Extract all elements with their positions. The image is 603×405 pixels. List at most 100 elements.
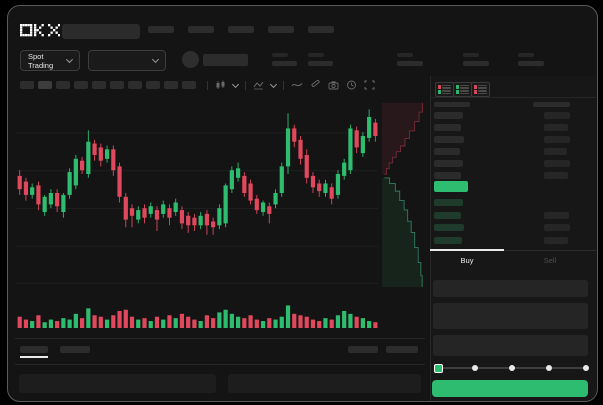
candle-body [148, 206, 153, 214]
timeframe-button[interactable] [56, 81, 70, 89]
candle-body [323, 183, 328, 193]
last-price-bar [434, 181, 468, 192]
timeframe-button[interactable] [20, 81, 34, 89]
amount-input[interactable] [433, 303, 588, 329]
depth-bids-area [382, 177, 423, 287]
market-type-dropdown[interactable]: Spot Trading [20, 50, 80, 71]
pair-selector-dropdown[interactable] [88, 50, 166, 71]
volume-bar [61, 318, 66, 328]
bottom-tab[interactable] [20, 346, 48, 353]
candle-body [373, 122, 378, 136]
volume-bar [323, 318, 328, 328]
timeframe-button[interactable] [146, 81, 160, 89]
volume-bar [36, 315, 41, 328]
chevron-down-icon [151, 55, 160, 64]
volume-bar [154, 316, 160, 328]
timeframe-button[interactable] [128, 81, 142, 89]
nav-item-placeholder[interactable] [308, 26, 334, 33]
slider-dot[interactable] [546, 365, 552, 371]
candle-body [17, 175, 22, 190]
camera-icon[interactable] [328, 80, 339, 90]
candle-body [136, 210, 141, 220]
orders-panel-placeholder[interactable] [19, 374, 216, 393]
bid-price-placeholder [434, 199, 463, 206]
nav-item-placeholder[interactable] [188, 26, 214, 33]
volume-bar [42, 322, 47, 328]
candle-body [242, 175, 247, 193]
volume-bar [67, 319, 72, 328]
nav-item-placeholder[interactable] [268, 26, 294, 33]
buy-submit-button[interactable] [432, 380, 588, 397]
app-window: Spot Trading [7, 5, 598, 402]
depth-chart [382, 102, 424, 287]
search-input[interactable] [62, 24, 140, 39]
candle-body [73, 158, 78, 186]
indicators-icon[interactable] [253, 80, 264, 90]
candle-body [198, 215, 203, 226]
total-input[interactable] [433, 335, 588, 356]
slider-handle[interactable] [434, 364, 443, 373]
timeframe-button[interactable] [164, 81, 178, 89]
timeframe-button[interactable] [110, 81, 124, 89]
volume-bar [267, 318, 272, 328]
candle-body [36, 185, 41, 205]
candle-style-icon[interactable] [215, 80, 226, 90]
bid-amount-placeholder [544, 224, 570, 232]
orderbook-combined-icon[interactable] [435, 82, 454, 97]
volume-bar [217, 312, 222, 328]
volume-bar [329, 319, 334, 328]
candle-body [329, 187, 334, 199]
ask-amount-placeholder [544, 172, 568, 179]
candle-body [260, 202, 266, 212]
slider-dot[interactable] [509, 365, 515, 371]
timeframe-button[interactable] [74, 81, 88, 89]
volume-bar [161, 319, 166, 328]
volume-bar [317, 321, 322, 328]
volume-bar [335, 315, 341, 328]
candle-body [86, 141, 91, 174]
tab-buy[interactable]: Buy [460, 256, 474, 265]
volume-chart[interactable] [15, 300, 378, 328]
candlestick-chart[interactable] [15, 96, 378, 290]
slider-dot[interactable] [583, 365, 589, 371]
bottom-tab[interactable] [60, 346, 90, 353]
orderbook-header-amount [533, 102, 570, 107]
stat-label-placeholder [463, 53, 479, 57]
volume-bar [17, 316, 22, 328]
timeframe-button[interactable] [92, 81, 106, 89]
history-panel-placeholder[interactable] [228, 374, 421, 393]
ask-price-placeholder [434, 124, 461, 131]
pencil-icon[interactable] [310, 80, 321, 90]
tab-sell[interactable]: Sell [543, 256, 557, 265]
fullscreen-icon[interactable] [364, 80, 375, 90]
nav-item-placeholder[interactable] [228, 26, 254, 33]
buy-tab-indicator [430, 249, 504, 251]
candle-body [360, 136, 365, 154]
volume-bar [80, 318, 85, 328]
chevron-down-icon[interactable] [269, 80, 278, 88]
volume-bar [223, 309, 228, 328]
orderbook-bids-icon[interactable] [453, 82, 472, 97]
price-input[interactable] [433, 280, 588, 297]
bottom-action-placeholder[interactable] [386, 346, 418, 353]
candle-body [154, 210, 160, 220]
bid-price-placeholder [434, 211, 461, 219]
volume-bar [229, 313, 234, 328]
divider [283, 80, 284, 90]
candle-body [30, 187, 35, 195]
timeframe-button[interactable] [182, 81, 196, 89]
chevron-down-icon[interactable] [231, 80, 240, 88]
volume-bar [48, 319, 53, 328]
history-icon[interactable] [346, 80, 357, 90]
orderbook-asks-icon[interactable] [471, 82, 490, 97]
nav-item-placeholder[interactable] [148, 26, 174, 33]
ask-price-placeholder [434, 112, 463, 119]
wave-icon[interactable] [291, 80, 303, 90]
volume-bar [360, 318, 365, 328]
bottom-action-placeholder[interactable] [348, 346, 378, 353]
slider-dot[interactable] [472, 365, 478, 371]
timeframe-button[interactable] [38, 81, 52, 89]
okx-logo[interactable] [20, 24, 60, 37]
candle-body [285, 128, 291, 167]
candle-body [292, 128, 297, 142]
